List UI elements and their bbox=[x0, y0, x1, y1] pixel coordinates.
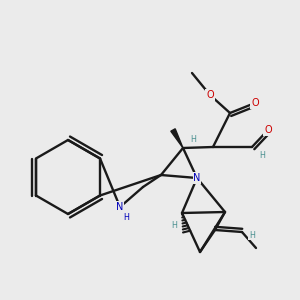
Text: H: H bbox=[259, 151, 265, 160]
Text: H: H bbox=[123, 212, 129, 221]
Text: H: H bbox=[249, 230, 255, 239]
Text: O: O bbox=[251, 98, 259, 108]
Polygon shape bbox=[171, 129, 183, 148]
Text: N: N bbox=[116, 202, 124, 212]
Text: N: N bbox=[193, 173, 201, 183]
Text: H: H bbox=[171, 220, 177, 230]
Text: O: O bbox=[264, 125, 272, 135]
Text: H: H bbox=[190, 136, 196, 145]
Text: O: O bbox=[206, 90, 214, 100]
